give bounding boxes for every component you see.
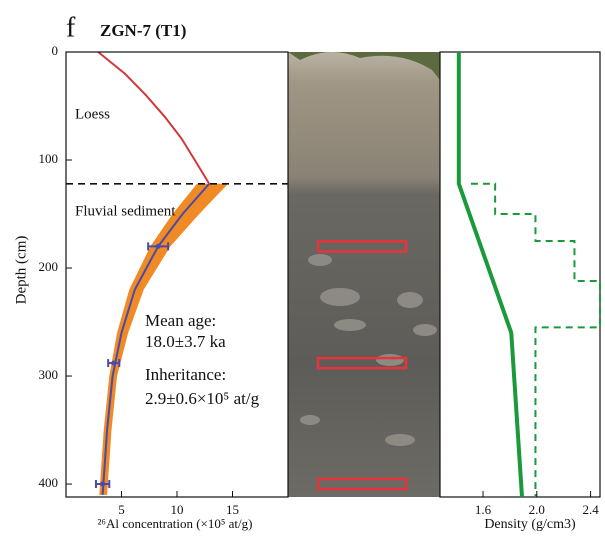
y-tick-label: 300 [39, 367, 59, 382]
y-axis-label: Depth (cm) [13, 236, 29, 305]
sample-point [100, 481, 106, 487]
sample-point [111, 360, 117, 366]
annotation: 2.9±0.6×10⁵ at/g [145, 389, 260, 408]
line [456, 52, 525, 498]
annotation: Mean age: [145, 311, 216, 330]
line [97, 51, 211, 185]
sample-box [316, 356, 408, 370]
annotation: Fluvial sediment [75, 203, 176, 219]
x-axis-label: Density (g/cm3) [484, 517, 576, 532]
x-tick-label: 10 [171, 502, 184, 517]
sample-box [316, 240, 408, 253]
line [470, 182, 601, 497]
sample-box [316, 477, 408, 491]
x-axis-label: ²⁶Al concentration (×10⁵ at/g) [98, 516, 253, 531]
vegetation [288, 51, 440, 80]
panel-label: f [66, 12, 76, 43]
y-tick-label: 0 [52, 43, 59, 58]
annotation: Inheritance: [145, 365, 226, 384]
x-tick-label: 15 [226, 502, 239, 517]
pebbles [300, 254, 437, 446]
chart-title: ZGN-7 (T1) [100, 21, 186, 40]
y-tick-label: 100 [39, 151, 59, 166]
plot-frame [439, 51, 601, 498]
annotation: 18.0±3.7 ka [145, 332, 226, 351]
x-tick-label: 1.6 [475, 502, 492, 517]
x-tick-label: 5 [118, 502, 125, 517]
y-tick-label: 400 [39, 475, 59, 490]
annotation: Loess [75, 106, 110, 122]
sample-point [155, 243, 161, 249]
line [101, 183, 210, 495]
x-tick-label: 2.4 [582, 502, 599, 517]
outcrop-photo [288, 52, 440, 497]
x-tick-label: 2.0 [529, 502, 545, 517]
y-tick-label: 200 [39, 259, 59, 274]
